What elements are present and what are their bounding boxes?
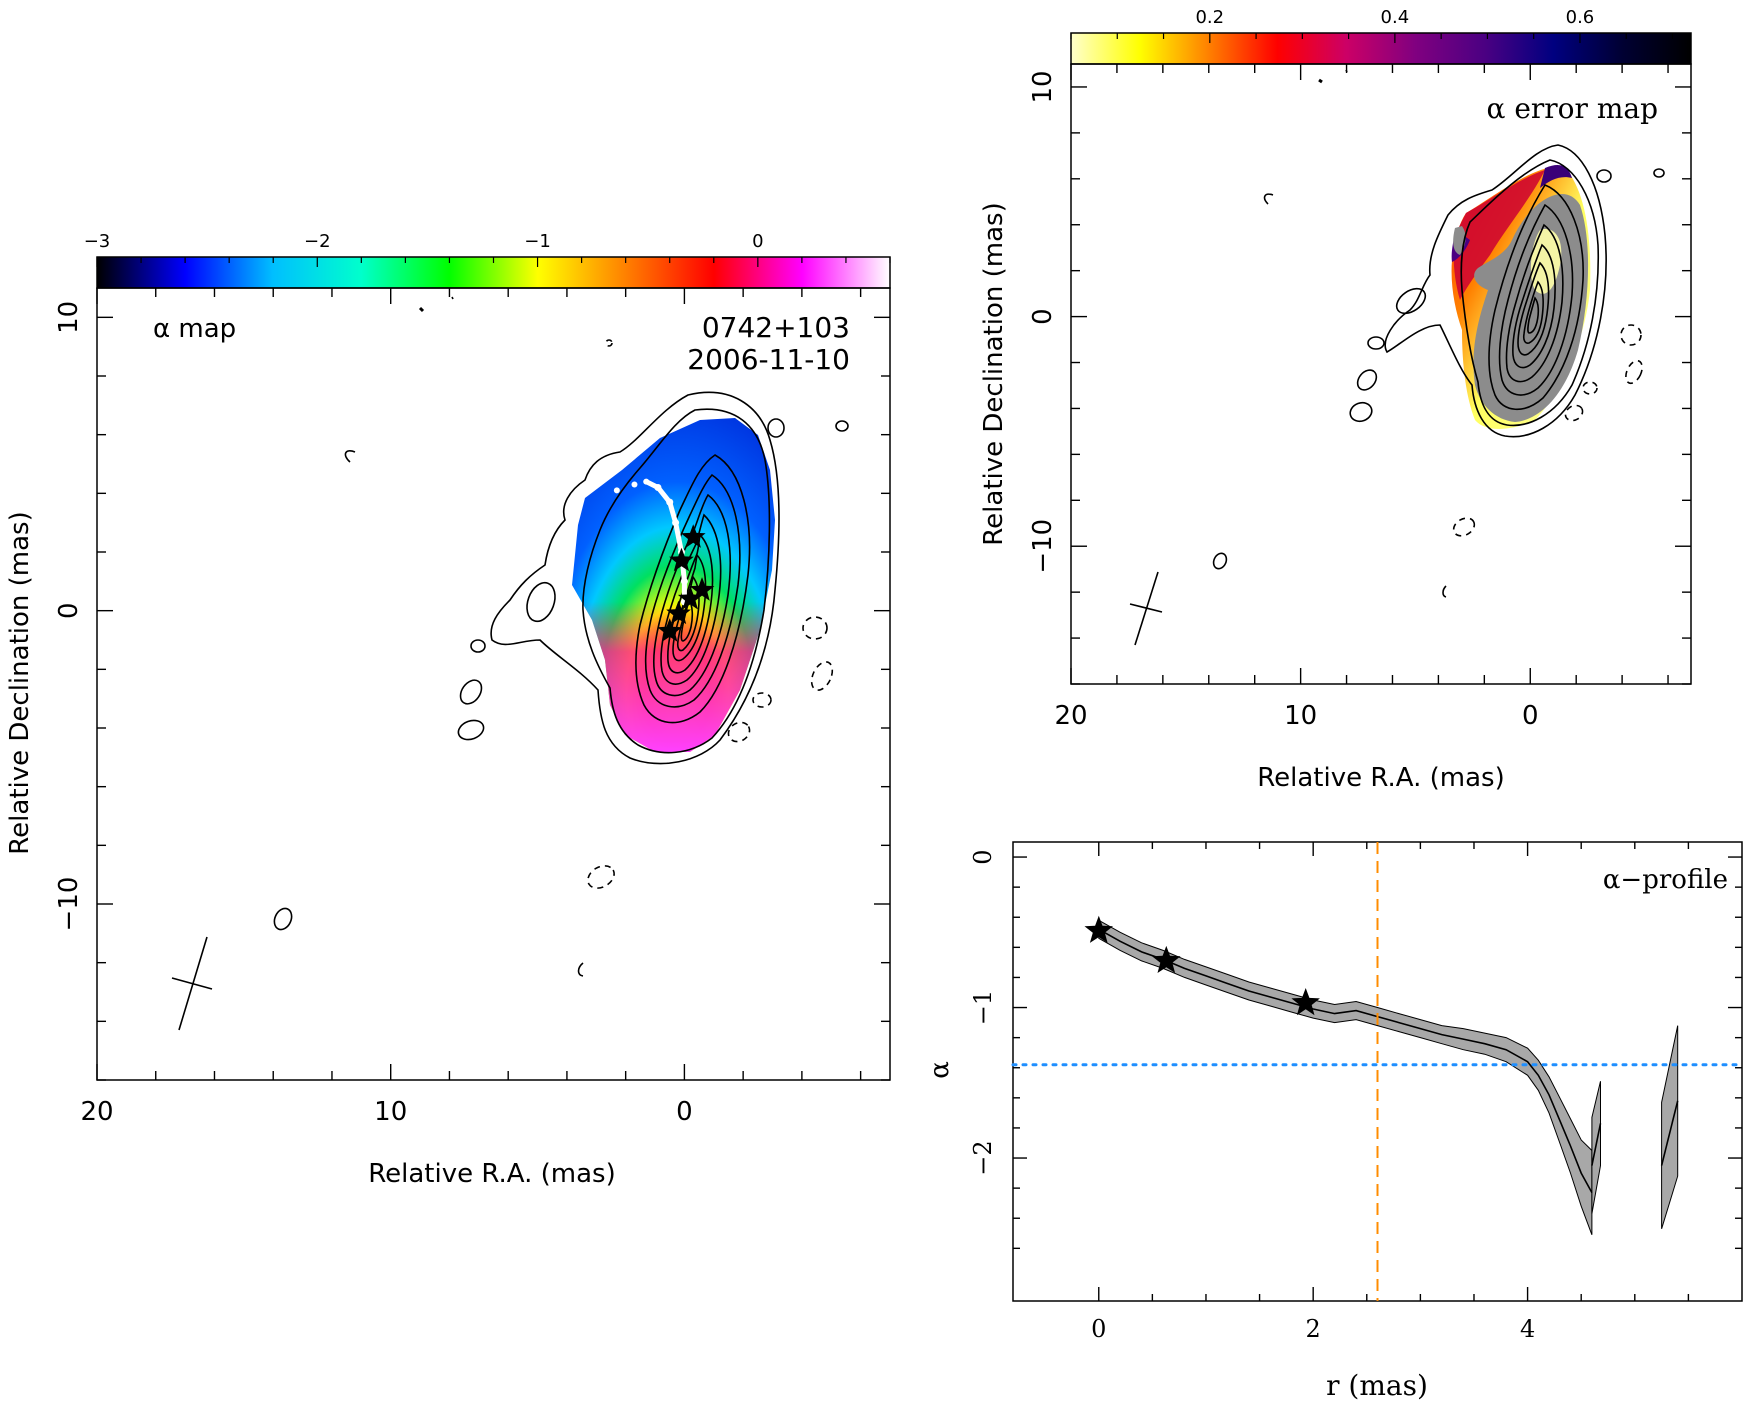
profile-line [1660,1100,1679,1166]
component-star [669,547,694,572]
colorbar-tick-label: −2 [304,231,331,252]
x-tick-label: 10 [1284,701,1317,731]
error-colorbar-ticks: 0.2 0.4 0.6 [1070,7,1674,43]
alpha-error-map-xlabel: Relative R.A. (mas) [1257,763,1504,793]
profile-star [1084,915,1113,943]
alpha-colorbar-ticks: −3 −2 −1 0 [84,231,891,267]
y-tick-label: 0 [969,849,997,864]
component-star [657,618,683,642]
component-star [680,524,706,548]
alpha-profile-stars [1084,915,1320,1016]
alpha-error-map-axis-ticks: 20 10 0 10 0 −10 [1028,64,1691,731]
profile-star [1291,988,1320,1016]
ridge-point [613,487,620,494]
alpha-profile-error-bands [1098,919,1679,1235]
alpha-profile-title: α−profile [1603,865,1728,895]
colorbar-tick-label: 0.2 [1195,7,1224,28]
y-tick-label: −10 [54,877,84,932]
beam-ellipse [171,936,213,1031]
x-tick-label: 0 [1091,1315,1106,1343]
error-band [1661,1025,1679,1229]
ridge-segment [655,484,673,505]
x-tick-label: 2 [1306,1315,1321,1343]
alpha-error-map-frame [1070,63,1692,685]
colorbar-tick-label: −1 [524,231,551,252]
colorbar-tick-label: 0.4 [1381,7,1410,28]
alpha-map-title: α map [153,314,236,344]
profile-line [1591,1123,1602,1166]
y-tick-label: −2 [969,1140,997,1175]
ridge-point [631,481,638,488]
ridge-segment [673,520,684,555]
y-tick-label: 10 [54,301,84,334]
profile-star [1152,945,1181,973]
alpha-profile-ylabel: α [925,1061,955,1079]
alpha-error-map-contours [1212,69,1665,598]
y-tick-label: 10 [1028,70,1058,103]
error-band [1098,919,1593,1235]
alpha-map-negative-contours [587,339,834,889]
alpha-error-map-title: α error map [1487,92,1658,125]
alpha-map-stars [657,524,715,642]
colorbar-tick-label: −3 [84,231,111,252]
x-tick-label: 20 [80,1097,113,1127]
ridge-segment [667,499,679,526]
alpha-error-map-panel: 0.2 0.4 0.6 [979,7,1692,793]
alpha-map-ylabel: Relative Declination (mas) [5,511,35,854]
alpha-map-frame [96,287,891,1081]
component-star [677,585,703,610]
x-tick-label: 20 [1054,701,1087,731]
x-tick-label: 0 [676,1097,693,1127]
alpha-map-contours [273,296,849,977]
x-tick-label: 4 [1520,1315,1535,1343]
y-tick-label: 0 [1028,308,1058,325]
x-tick-label: 10 [374,1097,407,1127]
alpha-profile-xlabel: r (mas) [1326,1369,1428,1402]
colorbar-tick-label: 0 [752,231,763,252]
alpha-profile-reference-lines [1011,842,1744,1301]
component-star [666,600,691,625]
alpha-map-panel: −3 −2 −1 0 [5,231,891,1189]
alpha-error-map-negative-contours [1452,324,1643,537]
y-tick-label: −1 [969,990,997,1025]
alpha-profile-panel: 0 2 4 0 −1 −2 α−profile r (mas) α [925,841,1744,1402]
component-star [689,577,715,601]
observation-date: 2006-11-10 [687,343,850,376]
alpha-profile-axis-ticks: 0 2 4 0 −1 −2 [969,842,1742,1343]
colorbar-tick-label: 0.6 [1566,7,1595,28]
x-tick-label: 0 [1522,701,1539,731]
source-name: 0742+103 [702,311,850,344]
alpha-map-xlabel: Relative R.A. (mas) [368,1159,615,1189]
y-tick-label: 0 [54,602,84,619]
alpha-map-axis-ticks: 20 10 0 10 0 −10 [54,288,890,1127]
alpha-error-map-ylabel: Relative Declination (mas) [979,202,1009,545]
y-tick-label: −10 [1028,519,1058,574]
error-map-beam [1129,571,1163,646]
alpha-map-image [572,418,775,752]
